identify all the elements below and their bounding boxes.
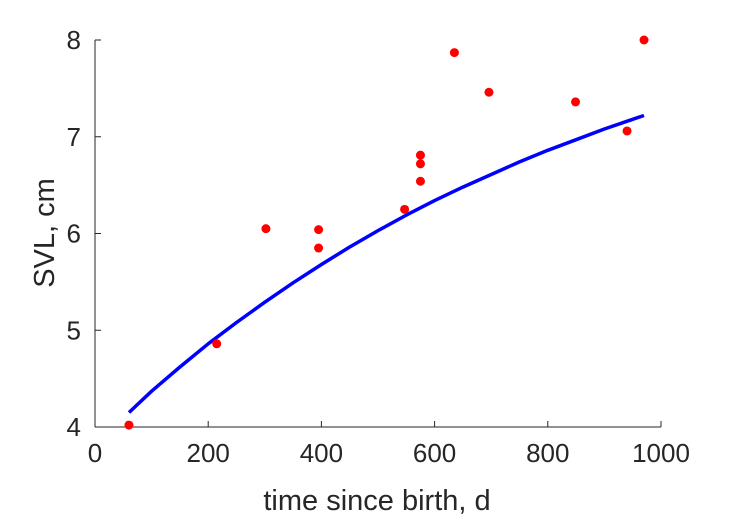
plot-series	[124, 35, 649, 430]
fit-curve	[127, 113, 645, 414]
tick-labels: 0 200 400 600 800 1000 4 5 6 7 8	[67, 25, 690, 468]
data-point	[639, 35, 649, 45]
data-point	[449, 48, 459, 58]
x-tick-label: 600	[413, 438, 456, 468]
axes	[94, 39, 662, 428]
x-tick-label: 400	[300, 438, 343, 468]
y-tick-label: 5	[67, 315, 81, 345]
data-point	[314, 243, 324, 253]
y-axis-label: SVL, cm	[29, 178, 61, 288]
data-point	[124, 420, 134, 430]
x-tick-label: 0	[88, 438, 102, 468]
y-tick-label: 6	[67, 219, 81, 249]
data-point	[212, 339, 222, 349]
data-point	[484, 87, 494, 97]
data-point	[415, 159, 425, 169]
data-point	[314, 225, 324, 235]
y-tick-label: 8	[67, 25, 81, 55]
x-tick-label: 200	[187, 438, 230, 468]
data-point	[415, 150, 425, 160]
data-point	[622, 126, 632, 136]
x-tick-label: 800	[526, 438, 569, 468]
data-point	[415, 176, 425, 186]
x-axis-label: time since birth, d	[263, 485, 490, 517]
data-point	[400, 204, 410, 214]
x-tick-label: 1000	[632, 438, 690, 468]
y-tick-label: 7	[67, 122, 81, 152]
data-point	[261, 224, 271, 234]
data-point	[571, 97, 581, 107]
y-tick-label: 4	[67, 412, 81, 442]
